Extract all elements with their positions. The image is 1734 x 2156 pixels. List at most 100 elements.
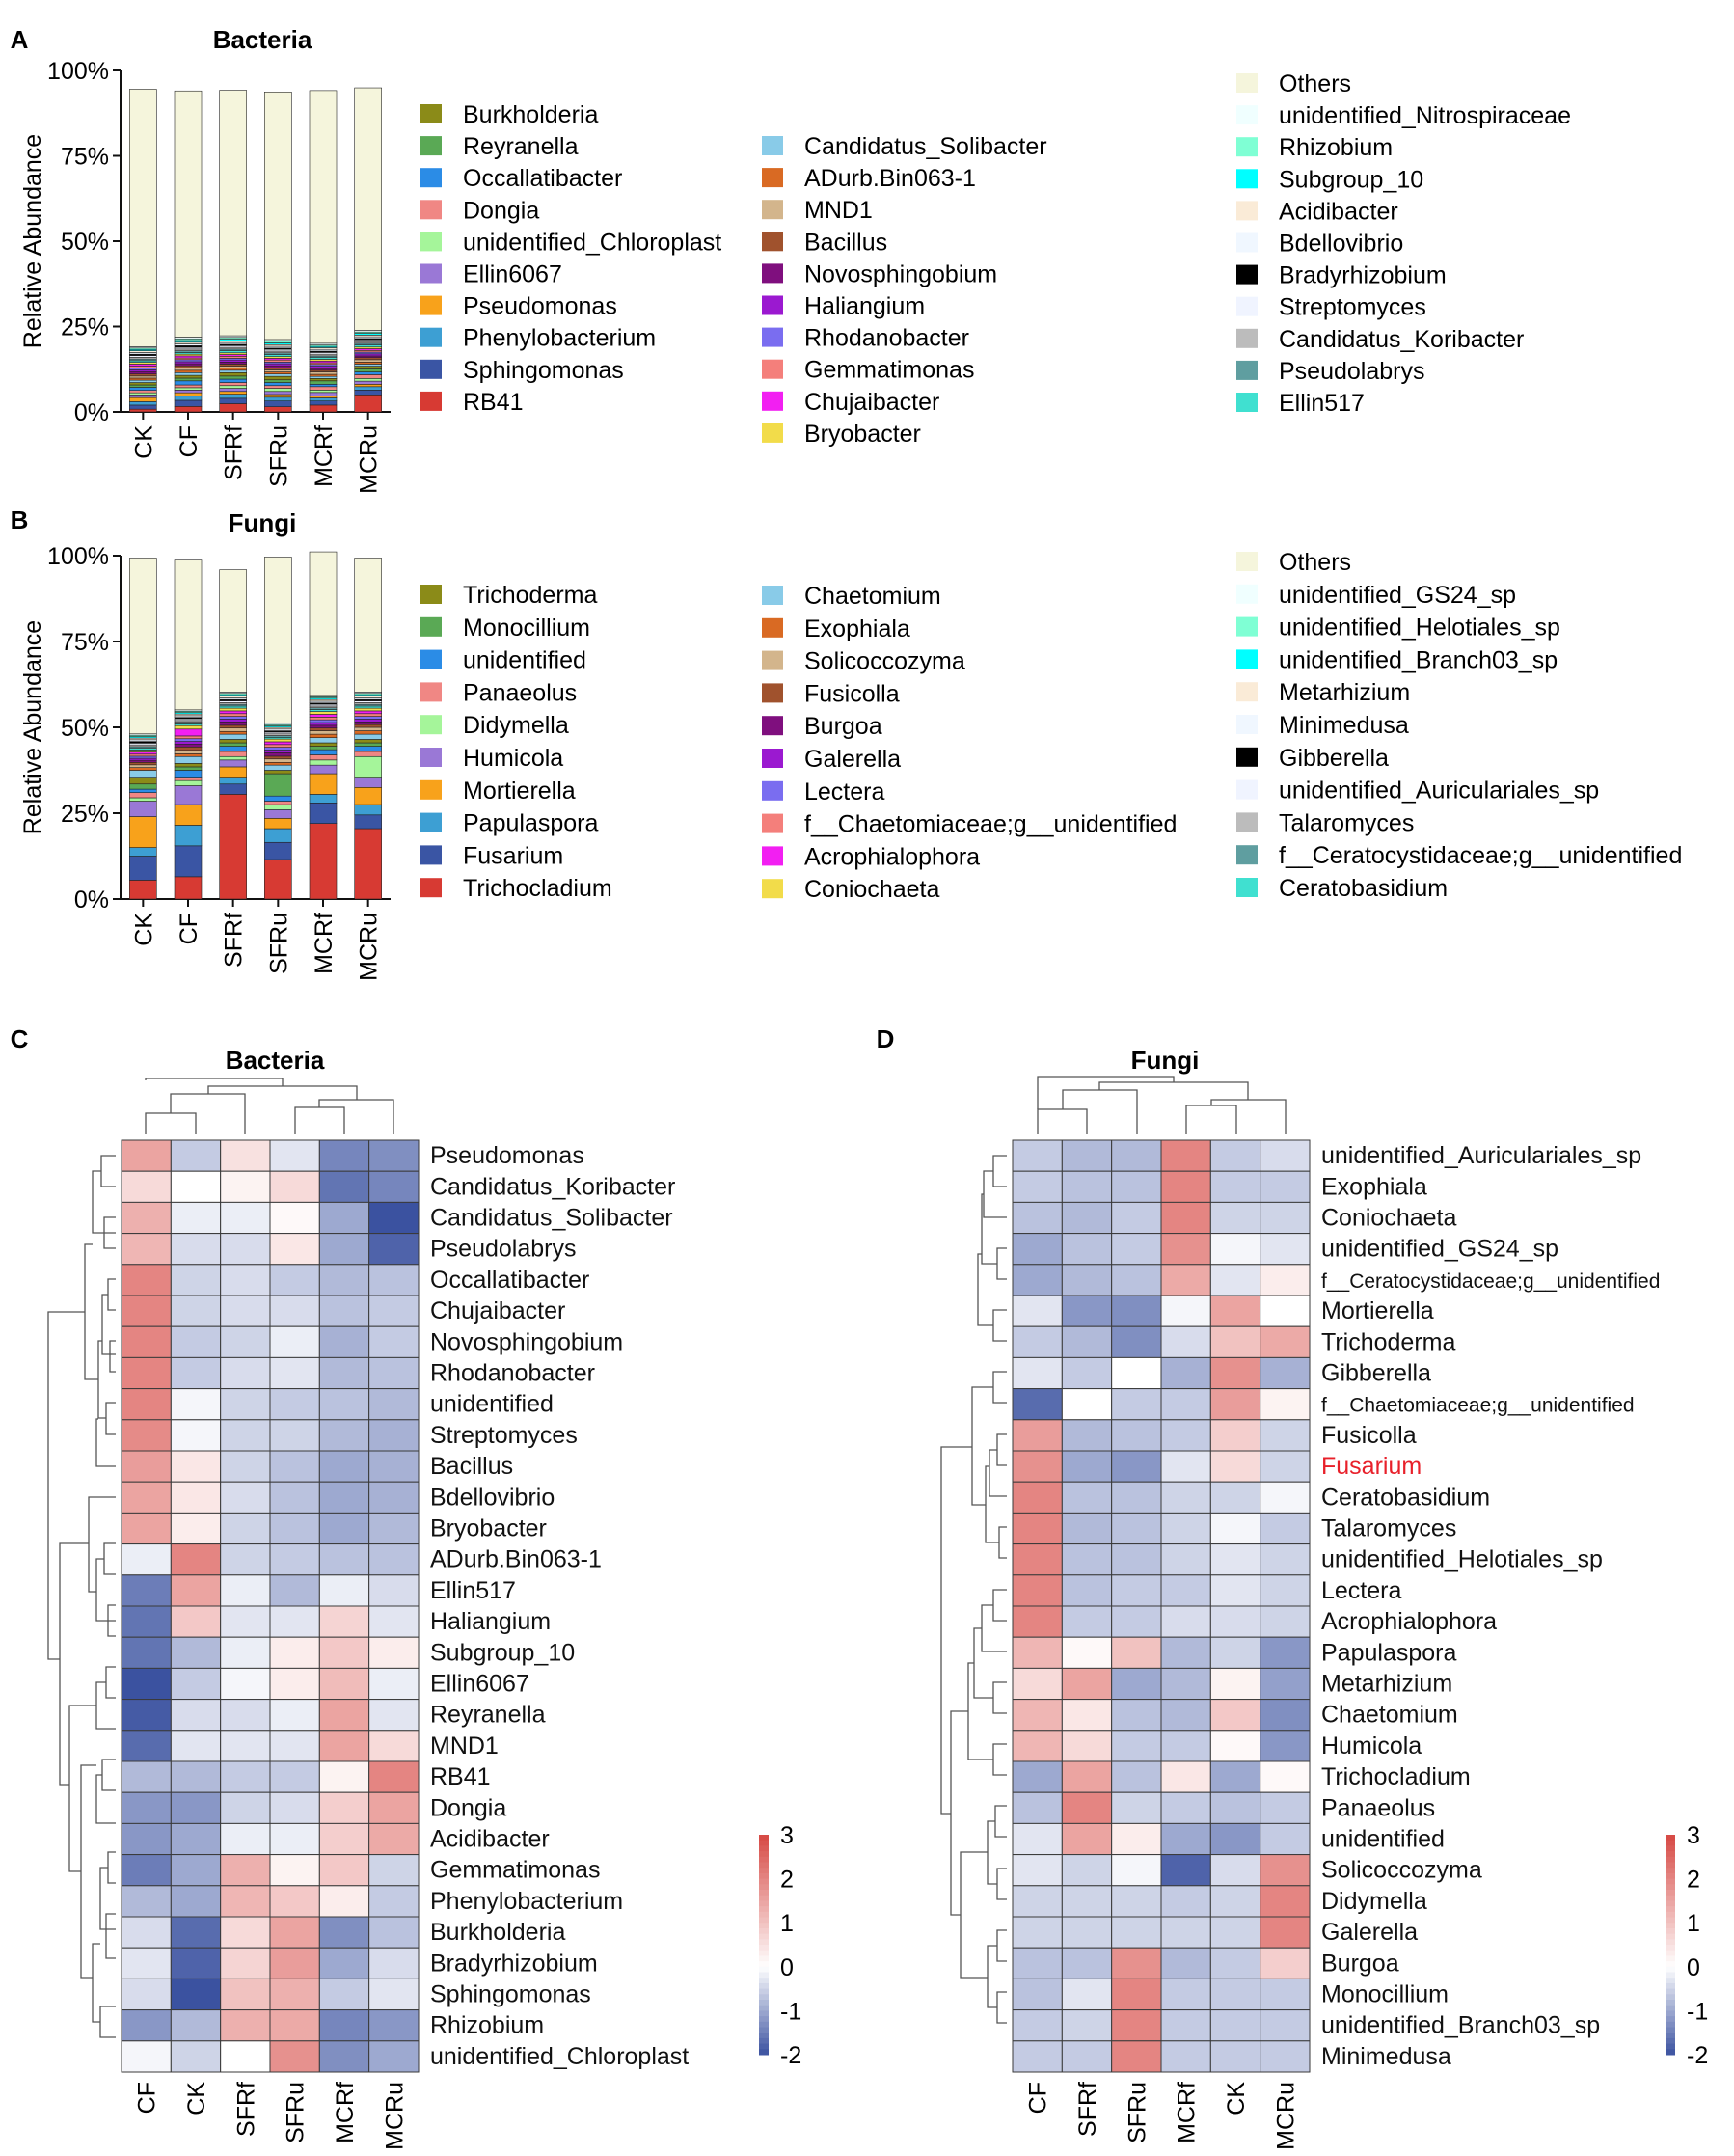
heatmap-cell	[368, 1916, 420, 1949]
row-label-f-ceratocystidaceae-g-unidentified: f__Ceratocystidaceae;g__unidentified	[1321, 1270, 1660, 1293]
y-tick-label: 0%	[74, 399, 109, 426]
bar-segment-phenylobacterium	[174, 396, 203, 401]
heatmap-cell	[1012, 1699, 1063, 1732]
legend-label: unidentified_Auriculariales_sp	[1279, 778, 1599, 805]
row-label-chujaibacter: Chujaibacter	[430, 1297, 565, 1324]
stacked-bar-chart-fungi: Fungi Relative Abundance 0% 25% 50% 75% 100% CK…	[19, 508, 1682, 981]
legend-swatch	[420, 359, 442, 379]
heatmap-cell	[368, 1667, 420, 1701]
heatmap-cell	[170, 1947, 222, 1979]
y-tick-label: 25%	[61, 801, 109, 828]
legend-swatch	[420, 616, 442, 637]
heatmap-cell	[1260, 1822, 1311, 1856]
bar-segment-monocillium	[309, 746, 338, 751]
bar-segment-didymella	[129, 797, 157, 802]
bar-segment-others	[264, 92, 292, 341]
heatmap-cell	[1012, 1885, 1063, 1918]
bar-segment-trichoderma	[174, 763, 203, 768]
bar-segment-phenylobacterium	[129, 401, 157, 406]
heatmap-cell	[170, 1885, 222, 1918]
dendrogram	[47, 1078, 394, 2038]
heatmap-cell	[368, 1419, 420, 1452]
bar-segment-trichocladium	[354, 828, 382, 900]
row-label-rhodanobacter: Rhodanobacter	[430, 1360, 595, 1387]
heatmap-cell	[318, 2009, 370, 2042]
row-dendrogram-branch	[983, 1170, 1007, 1218]
bar-segment-occallatibacter	[354, 371, 382, 375]
row-label-candidatus-koribacter: Candidatus_Koribacter	[430, 1173, 675, 1200]
heatmap-cell	[1111, 1450, 1162, 1483]
heatmap-cell	[220, 1543, 271, 1576]
heatmap-cell	[170, 1388, 222, 1421]
heatmap-cell	[1061, 1139, 1113, 1172]
legend-swatch	[762, 359, 783, 379]
x-tick-label: SFRu	[265, 913, 292, 974]
heatmap-cell	[1260, 1699, 1311, 1732]
bar-segment-dongia	[174, 384, 203, 389]
legend-item-gemmatimonas: Gemmatimonas	[762, 357, 974, 384]
legend-item-reyranella: Reyranella	[420, 133, 579, 160]
legend-item-burgoa: Burgoa	[762, 713, 882, 740]
row-dendrogram-branch	[981, 1193, 997, 1265]
legend-item-unidentified-helotiales-sp: unidentified_Helotiales_sp	[1236, 614, 1560, 641]
row-label-rb41: RB41	[430, 1763, 491, 1790]
heatmap-cell	[1260, 1264, 1311, 1296]
heatmap-cell	[1260, 1791, 1311, 1824]
colorbar-step	[759, 1961, 769, 1968]
colorbar-step	[759, 1856, 769, 1863]
legend-label: Monocillium	[463, 614, 590, 641]
legend-swatch	[1236, 264, 1258, 285]
colorbar-step	[1666, 1988, 1675, 1995]
x-tick-label: MCRf	[311, 425, 338, 487]
heatmap-cell	[170, 1916, 222, 1949]
heatmap-cell	[1012, 1481, 1063, 1514]
heatmap-cell	[1061, 1730, 1113, 1762]
bar-segment-others	[309, 90, 338, 344]
heatmap-cell	[121, 1295, 172, 1327]
bar-stack-sfrf	[219, 569, 247, 900]
row-label-acidibacter: Acidibacter	[430, 1826, 550, 1853]
bar-segment-fusarium	[129, 856, 157, 881]
legend-item-galerella: Galerella	[762, 746, 901, 773]
bar-segment-reyranella	[264, 379, 292, 383]
column-label-mcru: MCRu	[381, 2082, 408, 2150]
bar-segment-humicola	[309, 764, 338, 775]
heatmap-cell	[220, 1264, 271, 1296]
row-label-mortierella: Mortierella	[1321, 1297, 1434, 1324]
column-label-mcrf: MCRf	[332, 2082, 359, 2143]
bar-segment-burgoa	[219, 722, 247, 726]
legend-label: unidentified_GS24_sp	[1279, 582, 1516, 609]
legend-item-solicoccozyma: Solicoccozyma	[762, 648, 965, 675]
colorbar-step	[1666, 1851, 1675, 1858]
legend-label: unidentified	[463, 647, 586, 674]
row-dendrogram-branch	[977, 1253, 993, 1326]
heatmap-cell	[121, 1450, 172, 1483]
bar-segment-solicoccozyma	[264, 758, 292, 763]
bar-segment-mnd1	[129, 375, 157, 379]
bar-stack-ck	[129, 558, 157, 900]
heatmap-cell	[1012, 1170, 1063, 1203]
row-label-papulaspora: Papulaspora	[1321, 1639, 1456, 1666]
heatmap-cell	[1260, 1947, 1311, 1979]
bar-segment-pseudomonas	[264, 394, 292, 398]
bar-segment-ellin6067	[354, 380, 382, 385]
colorbar-tick-label: -1	[1687, 1998, 1708, 2025]
colorbar-step	[1666, 1906, 1675, 1913]
heatmap-cell	[1209, 1760, 1261, 1793]
bar-segment-burgoa	[309, 724, 338, 729]
column-label-cf: CF	[1025, 2082, 1052, 2114]
legend-item-unidentified-gs24-sp: unidentified_GS24_sp	[1236, 582, 1516, 609]
heatmap-cell	[121, 1543, 172, 1576]
heatmap-cell	[1209, 2040, 1261, 2073]
heatmap-cell	[1061, 1233, 1113, 1266]
colorbar-step	[759, 2043, 769, 2050]
heatmap-cell	[318, 1388, 370, 1421]
heatmap-cell	[170, 2009, 222, 2042]
heatmap-cell	[121, 1978, 172, 2011]
bar-segment-bacillus	[219, 364, 247, 367]
column-dendrogram-branch	[145, 1078, 284, 1086]
bar-segment-occallatibacter	[129, 387, 157, 391]
row-label-pseudomonas: Pseudomonas	[430, 1142, 584, 1169]
colorbar-tick-label: -2	[1687, 2042, 1708, 2069]
column-label-mcrf: MCRf	[1174, 2082, 1201, 2143]
